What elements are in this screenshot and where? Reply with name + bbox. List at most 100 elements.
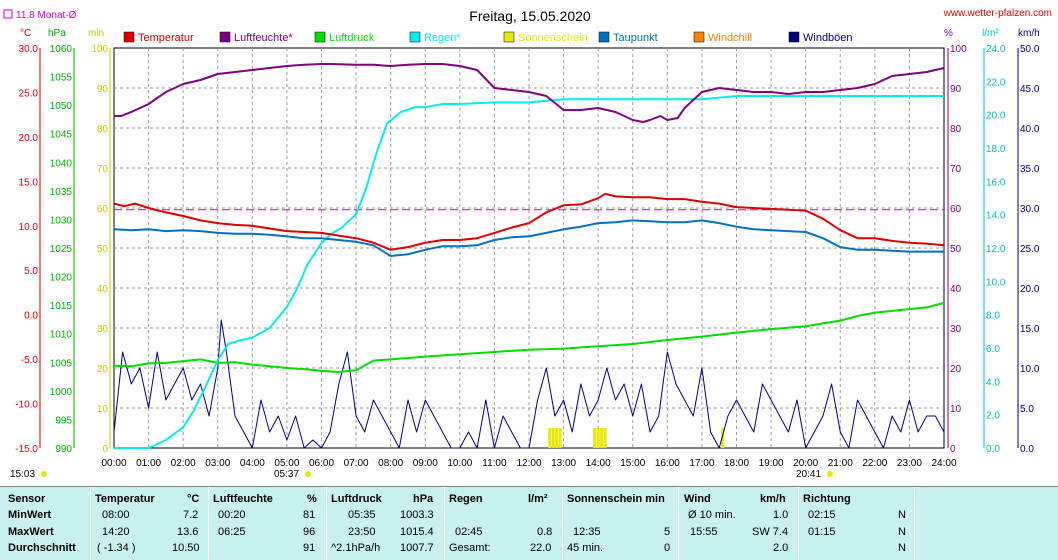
axis-pressure-tick: 1050 (50, 101, 73, 112)
axis-humidity-tick: 100 (950, 44, 967, 55)
press-trend: ^2.1hPa/h (331, 542, 381, 554)
row-label-min: MinWert (8, 509, 52, 521)
axis-wind-tick: 35.0 (1020, 164, 1040, 175)
press-max-time: 23:50 (348, 526, 376, 538)
press-min-value: 1003.3 (400, 509, 434, 521)
x-tick-label: 03:00 (205, 458, 230, 469)
axis-rain-tick: 12.0 (986, 244, 1006, 255)
x-tick-label: 12:00 (516, 458, 541, 469)
series-line-luftdruck (113, 301, 945, 373)
x-tick-label: 07:00 (344, 458, 369, 469)
x-tick-label: 00:00 (101, 458, 126, 469)
x-tick-label: 11:00 (482, 458, 507, 469)
axis-pressure-tick: 1040 (50, 158, 73, 169)
x-tick-label: 10:00 (447, 458, 472, 469)
chart-series (113, 63, 945, 449)
axis-rain-tick: 22.0 (986, 77, 1006, 88)
x-tick-label: 16:00 (655, 458, 680, 469)
axis-pressure-tick: 1030 (50, 215, 73, 226)
axis-humidity-tick: 20 (950, 364, 962, 375)
rain-total-label: Gesamt: (449, 542, 491, 554)
hum-max-value: 96 (303, 526, 316, 538)
monthly-avg-icon (3, 9, 13, 19)
sunshine-bar (558, 428, 562, 448)
sunshine-bar (548, 428, 552, 448)
axis-temperature-tick: 25.0 (19, 88, 39, 99)
sunrise-label: 05:37 (274, 469, 299, 480)
unit-lm2: l/m² (982, 28, 999, 39)
axis-temperature-tick: -5.0 (21, 355, 39, 366)
press-min-time: 05:35 (348, 509, 376, 521)
sun-total: 45 min. (567, 542, 604, 554)
unit-celsius: °C (20, 28, 31, 39)
hum-min-time: 00:20 (218, 509, 246, 521)
axis-pressure-tick: 1035 (50, 187, 73, 198)
axis-temperature-tick: 30.0 (19, 44, 39, 55)
sun-max-time: 12:35 (573, 526, 601, 538)
sunshine-bar (551, 428, 555, 448)
col-temp-header: Temperatur (95, 493, 155, 505)
legend-swatch (598, 31, 610, 43)
temp-min-value: 7.2 (183, 509, 199, 521)
rain-max-time: 02:45 (455, 526, 483, 538)
sunset-icon (827, 471, 833, 477)
legend-swatch (503, 31, 515, 43)
legend-label: Regen* (424, 32, 461, 44)
axis-rain-tick: 20.0 (986, 111, 1006, 122)
sunset-label: 20:41 (796, 469, 821, 480)
axis-wind-tick: 0.0 (1020, 444, 1034, 455)
x-tick-label: 20:00 (793, 458, 818, 469)
axis-humidity-tick: 60 (950, 204, 962, 215)
col-wind-header: Wind (684, 493, 711, 505)
axis-temperature-tick: -15.0 (15, 444, 38, 455)
x-tick-label: 24:00 (931, 458, 956, 469)
axis-sunshine-tick: 20 (97, 364, 109, 375)
axis-humidity-tick: 50 (950, 244, 962, 255)
press-avg-value: 1007.7 (400, 542, 434, 554)
axis-rain-tick: 18.0 (986, 144, 1006, 155)
legend-label: Luftfeuchte* (234, 32, 293, 44)
hum-avg-value: 91 (303, 542, 316, 554)
axis-rain-tick: 14.0 (986, 211, 1006, 222)
sunshine-bar (600, 428, 604, 448)
axis-sunshine-tick: 100 (91, 44, 108, 55)
temp-max-time: 14:20 (102, 526, 130, 538)
axis-sunshine-tick: 80 (97, 124, 109, 135)
legend-swatch (788, 31, 800, 43)
sunshine-bar (721, 428, 725, 448)
unit-percent: % (944, 28, 953, 39)
axis-humidity-tick: 90 (950, 84, 962, 95)
legend-swatch (314, 31, 326, 43)
legend-swatch (409, 31, 421, 43)
axis-sunshine-tick: 10 (97, 404, 109, 415)
legend-label: Windchill (708, 32, 752, 44)
axis-temperature-tick: -10.0 (15, 400, 38, 411)
col-dir-header: Richtung (803, 493, 851, 505)
axis-sunshine-tick: 40 (97, 284, 109, 295)
legend-label: Luftdruck (329, 32, 375, 44)
col-rain-header: Regen (449, 493, 483, 505)
wind-third-value: 2.0 (773, 542, 789, 554)
axis-temperature-tick: 20.0 (19, 133, 39, 144)
chart-title: Freitag, 15.05.2020 (469, 8, 591, 24)
axis-pressure-tick: 1025 (50, 244, 73, 255)
x-tick-label: 18:00 (724, 458, 749, 469)
legend-swatch (219, 31, 231, 43)
series-line-luftfeuchte (114, 63, 945, 123)
axis-sunshine-tick: 30 (97, 324, 109, 335)
series-line-taupunkt (113, 219, 944, 257)
axis-temperature-tick: 15.0 (19, 177, 39, 188)
axis-wind-tick: 45.0 (1020, 84, 1040, 95)
axis-wind-tick: 50.0 (1020, 44, 1040, 55)
axis-temperature-tick: 10.0 (19, 222, 39, 233)
site-link[interactable]: www.wetter-pfalzen.com (943, 8, 1052, 19)
row-label-max: MaxWert (8, 526, 54, 538)
axis-sunshine-tick: 50 (97, 244, 109, 255)
legend-label: Windböen (803, 32, 853, 44)
chart-axes: 00:00 01:00 02:00 03:00 04:00 05:00 06:00 07:00… (15, 44, 1040, 469)
axis-sunshine-tick: 0 (102, 444, 108, 455)
x-tick-label: 19:00 (759, 458, 784, 469)
wind-max-value: SW 7.4 (752, 526, 789, 538)
sunrise-icon (305, 471, 311, 477)
wind-max-time: 15:55 (690, 526, 718, 538)
